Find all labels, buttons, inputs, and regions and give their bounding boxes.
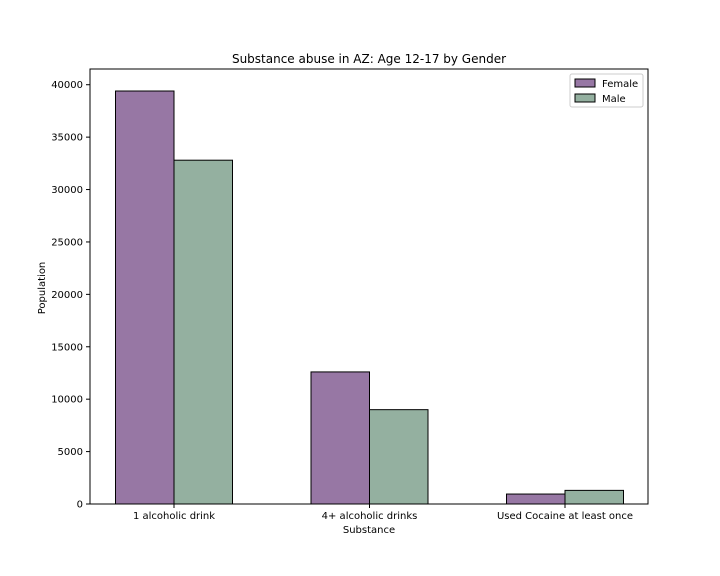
x-tick-label-0: 1 alcoholic drink (133, 511, 215, 522)
y-tick-label-4: 20000 (51, 290, 83, 301)
x-axis-label: Substance (343, 525, 395, 536)
y-tick-label-5: 25000 (51, 237, 83, 248)
y-tick-label-3: 15000 (51, 342, 83, 353)
x-tick-label-2: Used Cocaine at least once (497, 511, 633, 522)
legend-label-female: Female (602, 79, 638, 90)
y-tick-label-7: 35000 (51, 133, 83, 144)
chart-title: Substance abuse in AZ: Age 12-17 by Gend… (232, 52, 506, 66)
legend-swatch-female (574, 78, 596, 88)
y-tick-label-0: 0 (77, 500, 83, 511)
plot-area: 0 5000 10000 15000 20000 25000 30000 35000 40000… (51, 68, 649, 522)
bar-female-0 (115, 90, 175, 505)
legend: Female Male (569, 73, 644, 108)
legend-swatch-male (574, 93, 596, 103)
y-axis-label: Population (37, 262, 48, 315)
legend-label-male: Male (602, 94, 626, 105)
bar-male-0 (173, 159, 233, 505)
y-tick-label-6: 30000 (51, 185, 83, 196)
bar-female-2 (506, 493, 566, 505)
bar-male-2 (564, 489, 624, 505)
bar-male-1 (369, 409, 429, 505)
bar-female-1 (310, 371, 370, 505)
y-tick-label-1: 5000 (58, 447, 83, 458)
y-tick-label-2: 10000 (51, 395, 83, 406)
y-tick-label-8: 40000 (51, 80, 83, 91)
x-tick-label-1: 4+ alcoholic drinks (322, 511, 418, 522)
